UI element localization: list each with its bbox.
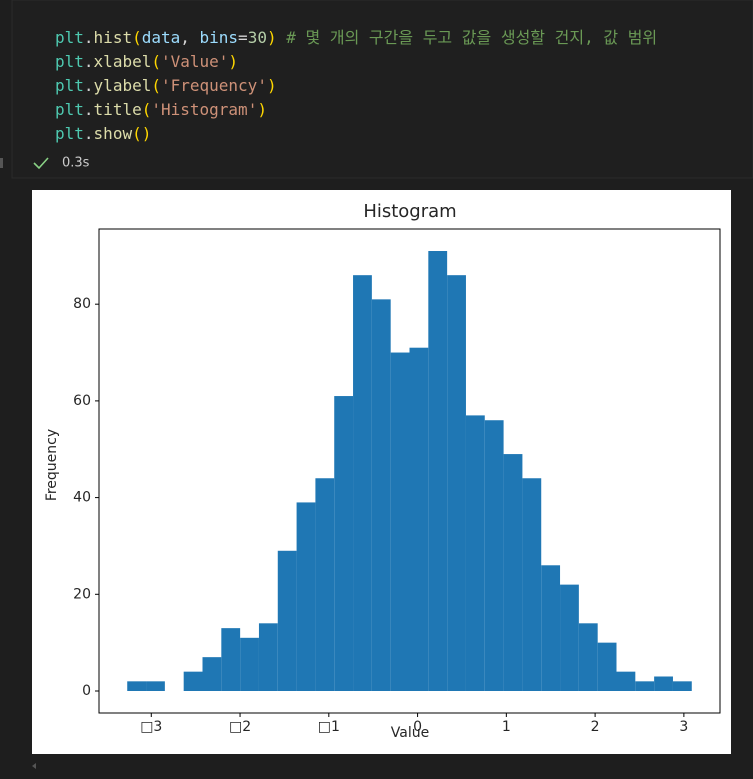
bar [127,681,147,691]
code-token: ( [151,52,161,71]
bar [503,454,523,691]
code-token: 'Histogram' [151,100,257,119]
bar [578,623,598,691]
bar [371,299,391,691]
bar [240,637,259,691]
code-token: ylabel [94,76,152,95]
bar [315,478,335,691]
x-axis-label: Value [391,725,429,741]
cell-marker [0,158,3,168]
code-token: . [84,28,94,47]
code-token: show [94,124,133,143]
bar [465,415,485,691]
bar [277,550,297,691]
bar [560,584,579,691]
bar [522,478,542,691]
x-tick-label: □1 [318,719,340,735]
bar [146,681,165,691]
code: plt.hist(data, bins=30) # 몇 개의 구간을 두고 값을… [55,28,657,143]
bar [353,275,372,691]
axes-frame [98,228,721,714]
y-tick-label: 60 [73,393,91,409]
bar [597,642,617,691]
chart-title: Histogram [363,201,456,222]
code-line: plt.xlabel('Value') [55,52,238,71]
code-token: . [84,52,94,71]
success-icon [33,157,49,170]
code-line: plt.show() [55,124,151,143]
y-tick-label: 20 [73,586,91,602]
code-token: title [94,100,142,119]
bar [202,657,222,691]
code-token: plt [55,100,84,119]
code-token: ) [267,28,277,47]
code-cell [11,0,753,179]
code-token: ( [151,76,161,95]
code-token: 'Value' [161,52,228,71]
bar [672,681,692,691]
bar [635,681,655,691]
code-token: plt [55,28,84,47]
code-token: . [84,100,94,119]
x-tick-label: 1 [502,719,511,735]
duration: 0.3s [62,156,90,171]
bar [654,676,673,691]
bar [334,396,354,691]
code-token: hist [94,28,133,47]
code-token: data [142,28,181,47]
bar [296,502,316,691]
code-token: . [84,76,94,95]
bar [447,275,466,691]
code-line: plt.hist(data, bins=30) # 몇 개의 구간을 두고 값을… [55,28,657,47]
bar [541,565,561,691]
scroll-arrow [32,763,36,769]
x-tick-label: □3 [140,719,162,735]
x-tick-label: 3 [679,719,688,735]
code-token: 'Frequency' [161,76,267,95]
code-token: xlabel [94,52,152,71]
code-token: , [180,28,199,47]
y-tick-label: 0 [82,683,91,699]
x-tick-label: 0 [413,719,422,735]
code-token: () [132,124,151,143]
bar [221,628,241,691]
code-token: . [84,124,94,143]
code-token: bins [200,28,239,47]
y-tick-label: 40 [73,490,91,506]
bar [616,671,636,691]
code-token: ) [257,100,267,119]
x-tick-label: 2 [591,719,600,735]
code-token: plt [55,124,84,143]
bar [183,671,203,691]
code-token: # 몇 개의 구간을 두고 값을 생성할 건지, 값 범위 [277,28,658,47]
code-token: ( [132,28,142,47]
x-tick-label: □2 [229,719,251,735]
bar [428,251,448,691]
code-token: plt [55,52,84,71]
code-token: = [238,28,248,47]
code-line: plt.ylabel('Frequency') [55,76,277,95]
bar [484,420,504,691]
code-token: 30 [248,28,267,47]
bar [390,352,410,691]
code-token: ) [228,52,238,71]
code-token: ( [142,100,152,119]
bar [258,623,278,691]
bar [409,347,429,691]
code-line: plt.title('Histogram') [55,100,267,119]
y-axis-label: Frequency [44,429,60,501]
y-tick-label: 80 [73,296,91,312]
code-token: ) [267,76,277,95]
code-token: plt [55,76,84,95]
